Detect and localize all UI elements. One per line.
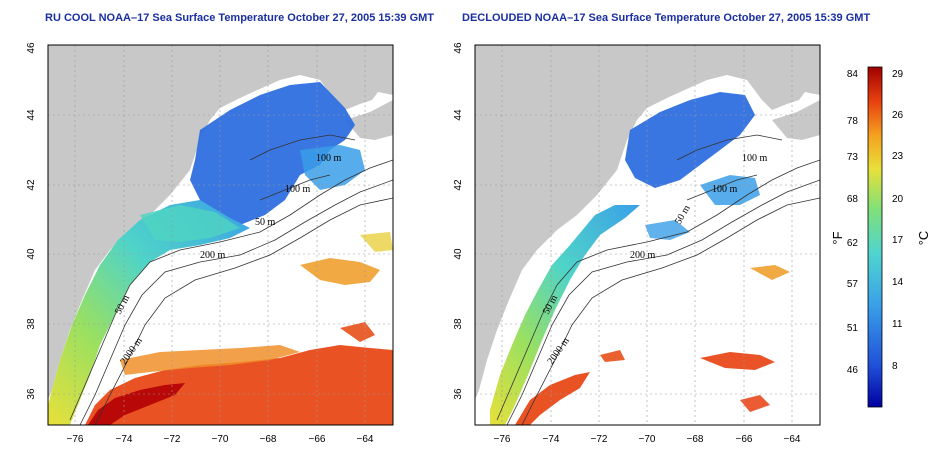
left-warm-eddy bbox=[300, 258, 380, 285]
right-x-tick: −66 bbox=[736, 434, 753, 445]
colorbar-celsius-unit: °C bbox=[916, 231, 931, 246]
left-y-tick: 40 bbox=[26, 248, 37, 260]
colorbar-f-tick: 57 bbox=[847, 279, 859, 290]
left-shelf-teal bbox=[140, 205, 240, 242]
left-bathymetry-contours bbox=[69, 134, 393, 425]
left-graticule bbox=[48, 45, 393, 425]
right-x-axis: −76 −74 −72 −70 −68 −66 −64 bbox=[494, 434, 801, 445]
right-cold-patch-2 bbox=[645, 220, 690, 240]
left-y-tick: 42 bbox=[26, 179, 37, 191]
right-map-frame bbox=[474, 44, 821, 426]
right-y-tick: 42 bbox=[453, 179, 464, 191]
colorbar-c-tick: 11 bbox=[892, 319, 903, 330]
left-gulf-stream-core bbox=[88, 383, 185, 425]
colorbar-c-tick: 14 bbox=[892, 277, 904, 288]
colorbar-fahrenheit-unit: °F bbox=[830, 231, 845, 244]
left-y-axis: 36 38 40 42 44 46 bbox=[26, 42, 37, 400]
right-x-tick: −74 bbox=[543, 434, 560, 445]
colorbar-c-tick: 23 bbox=[892, 151, 904, 162]
right-shelf-water bbox=[490, 205, 640, 425]
right-y-tick: 36 bbox=[453, 388, 464, 400]
left-x-tick: −64 bbox=[357, 434, 374, 445]
colorbar-f-tick: 46 bbox=[847, 365, 859, 376]
colorbar-c-tick: 29 bbox=[892, 69, 904, 80]
right-y-axis: 36 38 40 42 44 46 bbox=[453, 42, 464, 400]
left-x-tick: −70 bbox=[212, 434, 229, 445]
right-cold-water bbox=[625, 92, 755, 188]
right-contour-label-200m: 200 m bbox=[630, 250, 656, 261]
colorbar-f-tick: 62 bbox=[847, 238, 859, 249]
colorbar-scale bbox=[867, 66, 883, 408]
left-x-tick: −74 bbox=[116, 434, 133, 445]
right-contour-label-100m-b: 100 m bbox=[712, 184, 738, 195]
right-y-tick: 38 bbox=[453, 318, 464, 330]
right-contour-label-100m-a: 100 m bbox=[742, 153, 768, 164]
right-y-tick: 44 bbox=[453, 109, 464, 121]
colorbar-c-tick: 26 bbox=[892, 110, 904, 121]
left-x-tick: −76 bbox=[67, 434, 84, 445]
right-y-tick: 40 bbox=[453, 248, 464, 260]
left-land bbox=[48, 45, 393, 400]
left-x-tick: −68 bbox=[260, 434, 277, 445]
left-cold-water bbox=[190, 82, 355, 225]
colorbar-celsius-ticks: 29 26 23 20 17 14 11 8 bbox=[892, 69, 904, 372]
left-warm-eddy-2 bbox=[360, 232, 393, 252]
left-y-tick: 38 bbox=[26, 318, 37, 330]
right-x-tick: −70 bbox=[639, 434, 656, 445]
left-contour-label-200m: 200 m bbox=[200, 250, 226, 261]
left-x-tick: −72 bbox=[164, 434, 181, 445]
right-panel-title: DECLOUDED NOAA–17 Sea Surface Temperatur… bbox=[462, 12, 871, 24]
left-y-tick: 36 bbox=[26, 388, 37, 400]
left-warm-patch-east bbox=[340, 322, 375, 342]
colorbar-fahrenheit-ticks: 84 78 73 68 62 57 51 46 bbox=[847, 69, 859, 376]
left-map-frame bbox=[47, 44, 394, 426]
right-land-nova-scotia bbox=[772, 100, 820, 140]
colorbar-c-tick: 17 bbox=[892, 235, 904, 246]
right-warm-patch-d bbox=[740, 395, 770, 412]
right-gulf-stream bbox=[515, 372, 590, 425]
colorbar-f-tick: 73 bbox=[847, 152, 859, 163]
colorbar-f-tick: 68 bbox=[847, 194, 859, 205]
right-y-tick: 46 bbox=[453, 42, 464, 54]
left-y-tick: 44 bbox=[26, 109, 37, 121]
colorbar-f-tick: 51 bbox=[847, 323, 859, 334]
colorbar-f-tick: 84 bbox=[847, 69, 859, 80]
left-panel-title: RU COOL NOAA–17 Sea Surface Temperature … bbox=[45, 12, 435, 24]
right-x-tick: −64 bbox=[784, 434, 801, 445]
right-x-tick: −68 bbox=[687, 434, 704, 445]
right-warm-patch-b bbox=[750, 265, 790, 280]
right-x-tick: −76 bbox=[494, 434, 511, 445]
left-contour-label-50m-a: 50 m bbox=[255, 217, 276, 228]
left-warm-band bbox=[120, 345, 300, 375]
colorbar: 84 78 73 68 62 57 51 46 29 26 23 20 17 1… bbox=[830, 66, 931, 408]
left-x-tick: −66 bbox=[309, 434, 326, 445]
right-graticule bbox=[475, 45, 820, 425]
left-map-panel: 100 m 100 m 50 m 200 m 50 m 2000 m −76 −… bbox=[26, 42, 394, 445]
left-x-axis: −76 −74 −72 −70 −68 −66 −64 bbox=[67, 434, 374, 445]
right-land bbox=[475, 45, 820, 400]
left-land-nova-scotia bbox=[345, 100, 393, 140]
colorbar-c-tick: 8 bbox=[892, 361, 898, 372]
left-gulf-stream bbox=[85, 345, 393, 425]
left-contour-label-100m-b: 100 m bbox=[285, 184, 311, 195]
right-map-panel: 100 m 100 m 50 m 200 m 50 m 2000 m −76 −… bbox=[453, 42, 821, 445]
right-cold-patch bbox=[700, 175, 760, 205]
right-warm-patch-c bbox=[600, 350, 625, 362]
colorbar-c-tick: 20 bbox=[892, 194, 904, 205]
right-bathymetry-contours bbox=[496, 134, 820, 425]
left-y-tick: 46 bbox=[26, 42, 37, 54]
right-x-tick: −72 bbox=[591, 434, 608, 445]
right-warm-patch-a bbox=[700, 352, 775, 370]
colorbar-f-tick: 78 bbox=[847, 116, 859, 127]
left-contour-label-100m-a: 100 m bbox=[316, 153, 342, 164]
